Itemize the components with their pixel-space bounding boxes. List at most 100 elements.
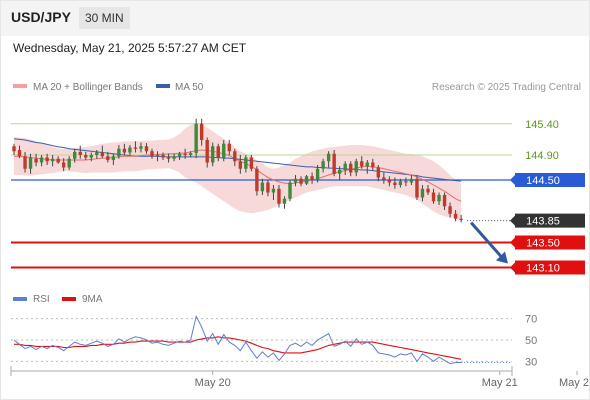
bullish-candle — [211, 146, 215, 163]
bullish-candle — [139, 146, 143, 149]
bearish-candle — [78, 151, 82, 155]
resistance-level-label: 145.40 — [525, 119, 559, 131]
bullish-candle — [437, 195, 441, 202]
bullish-candle — [111, 156, 116, 160]
rsi-ma-legend-label: 9MA — [82, 294, 103, 305]
bullish-candle — [155, 155, 160, 157]
rsi-tick-label: 50 — [525, 335, 537, 347]
x-axis-date-label: May 21 — [482, 377, 518, 389]
bullish-candle — [271, 188, 276, 193]
bullish-candle — [73, 151, 77, 159]
timestamp: Wednesday, May 21, 2025 5:57:27 AM CET — [13, 41, 247, 55]
pivot-level-label: 144.50 — [526, 175, 560, 187]
bullish-candle — [188, 153, 193, 155]
bearish-candle — [205, 140, 209, 163]
bearish-candle — [23, 156, 27, 169]
bullish-candle — [343, 163, 347, 170]
timeframe-badge[interactable]: 30 MIN — [79, 7, 130, 29]
bearish-candle — [133, 147, 138, 149]
bearish-candle — [431, 192, 436, 202]
bearish-candle — [233, 151, 237, 162]
bullish-candle — [95, 152, 99, 155]
bearish-candle — [404, 181, 408, 183]
bearish-candle — [161, 155, 165, 158]
header-bar: USD/JPY 30 MIN — [0, 0, 590, 36]
rsi-legend-label: RSI — [33, 294, 50, 305]
bearish-candle — [166, 157, 171, 159]
bearish-candle — [382, 177, 386, 180]
bullish-candle — [337, 170, 342, 174]
bearish-candle — [249, 157, 254, 169]
rsi-ma-line — [14, 336, 462, 360]
bearish-candle — [255, 168, 259, 192]
bearish-candle — [199, 123, 204, 140]
bullish-candle — [117, 148, 121, 157]
rsi-ma-legend-swatch — [62, 297, 76, 301]
bearish-candle — [371, 162, 375, 168]
bullish-candle — [172, 156, 176, 159]
bearish-candle — [453, 213, 458, 219]
bullish-candle — [409, 178, 414, 183]
bullish-candle — [293, 178, 298, 183]
bearish-candle — [442, 195, 447, 207]
ma20-line — [14, 149, 462, 202]
bearish-candle — [426, 188, 430, 193]
support-tag-pointer — [510, 262, 515, 273]
bearish-candle — [227, 143, 231, 152]
bullish-candle — [282, 198, 287, 204]
x-axis-date-label: May 20 — [195, 377, 231, 389]
support-price-tag — [515, 260, 585, 275]
support-tag-pointer — [510, 237, 515, 248]
symbol-title: USD/JPY — [11, 9, 71, 25]
bearish-candle — [349, 163, 353, 173]
bullish-candle — [28, 157, 33, 169]
pivot-tag-pointer — [510, 175, 515, 185]
rsi-line — [13, 314, 462, 365]
ma20-legend-label: MA 20 + Bollinger Bands — [33, 82, 143, 93]
rsi-tick-label: 70 — [525, 314, 537, 326]
bearish-candle — [448, 206, 452, 214]
pivot-price-tag — [515, 173, 585, 187]
bearish-candle — [238, 161, 243, 169]
bearish-candle — [266, 182, 270, 193]
bullish-candle — [326, 153, 331, 162]
x-axis-date-label: May 24 — [559, 377, 590, 389]
bearish-candle — [56, 158, 60, 163]
bearish-candle — [183, 153, 187, 155]
bullish-candle — [222, 143, 226, 159]
rsi-tick-label: 30 — [525, 356, 537, 368]
bullish-candle — [420, 188, 425, 198]
bearish-candle — [12, 146, 16, 152]
bullish-candle — [177, 153, 182, 157]
bullish-candle — [315, 168, 320, 180]
current-price-tag — [515, 213, 585, 228]
bearish-candle — [84, 155, 88, 158]
bullish-candle — [39, 157, 44, 163]
bullish-candle — [365, 162, 369, 167]
support-price-tag — [515, 235, 585, 250]
bearish-candle — [332, 153, 336, 174]
bearish-candle — [415, 178, 419, 198]
bullish-candle — [398, 181, 403, 185]
bearish-candle — [376, 167, 381, 178]
current-tag-pointer — [510, 215, 515, 226]
bearish-candle — [299, 178, 303, 184]
bearish-candle — [61, 162, 66, 168]
ma50-legend-label: MA 50 — [175, 82, 204, 93]
bearish-candle — [277, 188, 281, 204]
bullish-candle — [89, 155, 93, 158]
forecast-arrow — [469, 221, 504, 259]
bearish-candle — [122, 148, 127, 153]
bollinger-band-area — [14, 123, 462, 220]
bearish-candle — [459, 218, 463, 220]
current-price-label: 143.85 — [526, 216, 560, 228]
bearish-candle — [310, 176, 314, 180]
support-level-label: 143.10 — [526, 263, 560, 275]
bearish-candle — [106, 156, 110, 160]
ma50-legend-swatch — [156, 84, 170, 88]
bullish-candle — [260, 182, 265, 192]
rsi-legend-swatch — [13, 297, 27, 301]
bearish-candle — [387, 180, 392, 183]
bearish-candle — [100, 152, 105, 157]
